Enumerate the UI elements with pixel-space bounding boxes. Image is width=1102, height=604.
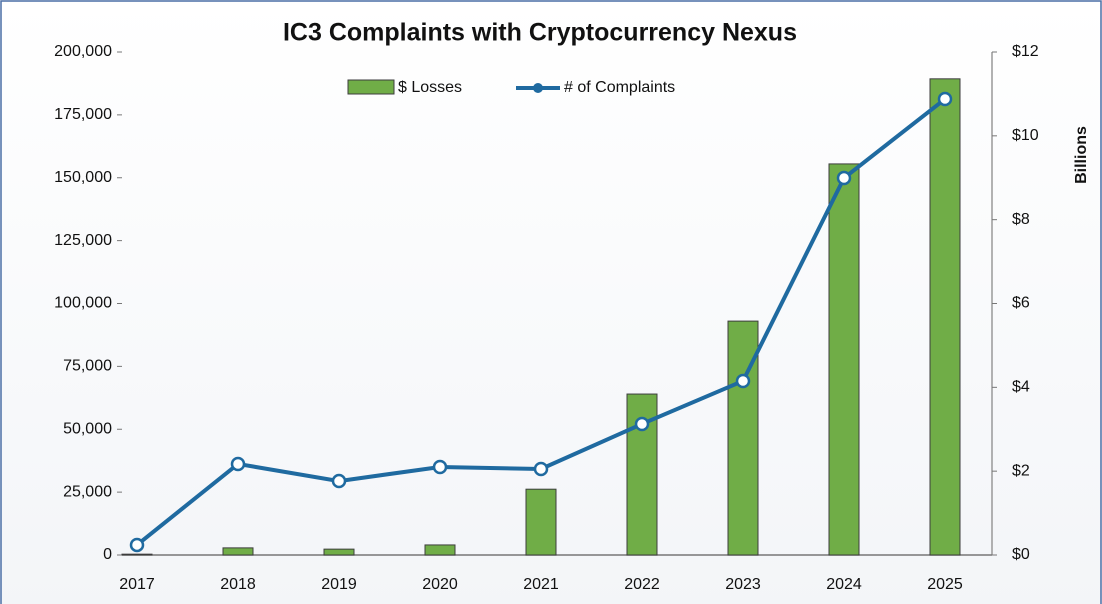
y2-tick-label: $4: [1012, 379, 1030, 396]
bar: [222, 547, 254, 556]
y-tick-label: 175,000: [54, 106, 112, 123]
bar: [929, 78, 961, 556]
x-tick-label: 2019: [321, 576, 357, 593]
x-tick-label: 2022: [624, 576, 660, 593]
bar: [525, 488, 557, 556]
legend-marker: [533, 83, 543, 93]
y-tick-label: 100,000: [54, 295, 112, 312]
line-marker: [331, 473, 347, 489]
x-tick-label: 2024: [826, 576, 862, 593]
legend-label: # of Complaints: [564, 79, 675, 96]
line-marker: [533, 461, 549, 477]
y2-axis-label: Billions: [1073, 126, 1090, 184]
bar: [424, 544, 456, 556]
line-marker: [735, 373, 751, 389]
line-marker: [129, 537, 145, 553]
bar: [828, 163, 860, 556]
legend-label: $ Losses: [398, 79, 462, 96]
x-tick-label: 2018: [220, 576, 256, 593]
y2-tick-label: $2: [1012, 462, 1030, 479]
y2-tick-label: $6: [1012, 295, 1030, 312]
y2-tick-label: $10: [1012, 127, 1039, 144]
y-tick-label: 0: [103, 546, 112, 563]
y-tick-label: 200,000: [54, 43, 112, 60]
x-tick-label: 2021: [523, 576, 559, 593]
y-tick-label: 125,000: [54, 232, 112, 249]
y-tick-label: 75,000: [63, 358, 112, 375]
y-tick-label: 25,000: [63, 483, 112, 500]
y2-tick-label: $0: [1012, 546, 1030, 563]
line-marker: [937, 91, 953, 107]
line-marker: [634, 416, 650, 432]
y2-tick-label: $12: [1012, 43, 1039, 60]
line-marker: [230, 456, 246, 472]
bar: [323, 548, 355, 556]
y2-tick-label: $8: [1012, 211, 1030, 228]
bar: [121, 553, 153, 556]
x-tick-label: 2020: [422, 576, 458, 593]
chart-title: IC3 Complaints with Cryptocurrency Nexus: [283, 19, 797, 47]
y-tick-label: 150,000: [54, 169, 112, 186]
line-marker: [836, 170, 852, 186]
x-tick-label: 2017: [119, 576, 155, 593]
x-tick-label: 2023: [725, 576, 761, 593]
y-tick-label: 50,000: [63, 420, 112, 437]
legend-swatch: [347, 79, 395, 95]
line-marker: [432, 459, 448, 475]
x-tick-label: 2025: [927, 576, 963, 593]
